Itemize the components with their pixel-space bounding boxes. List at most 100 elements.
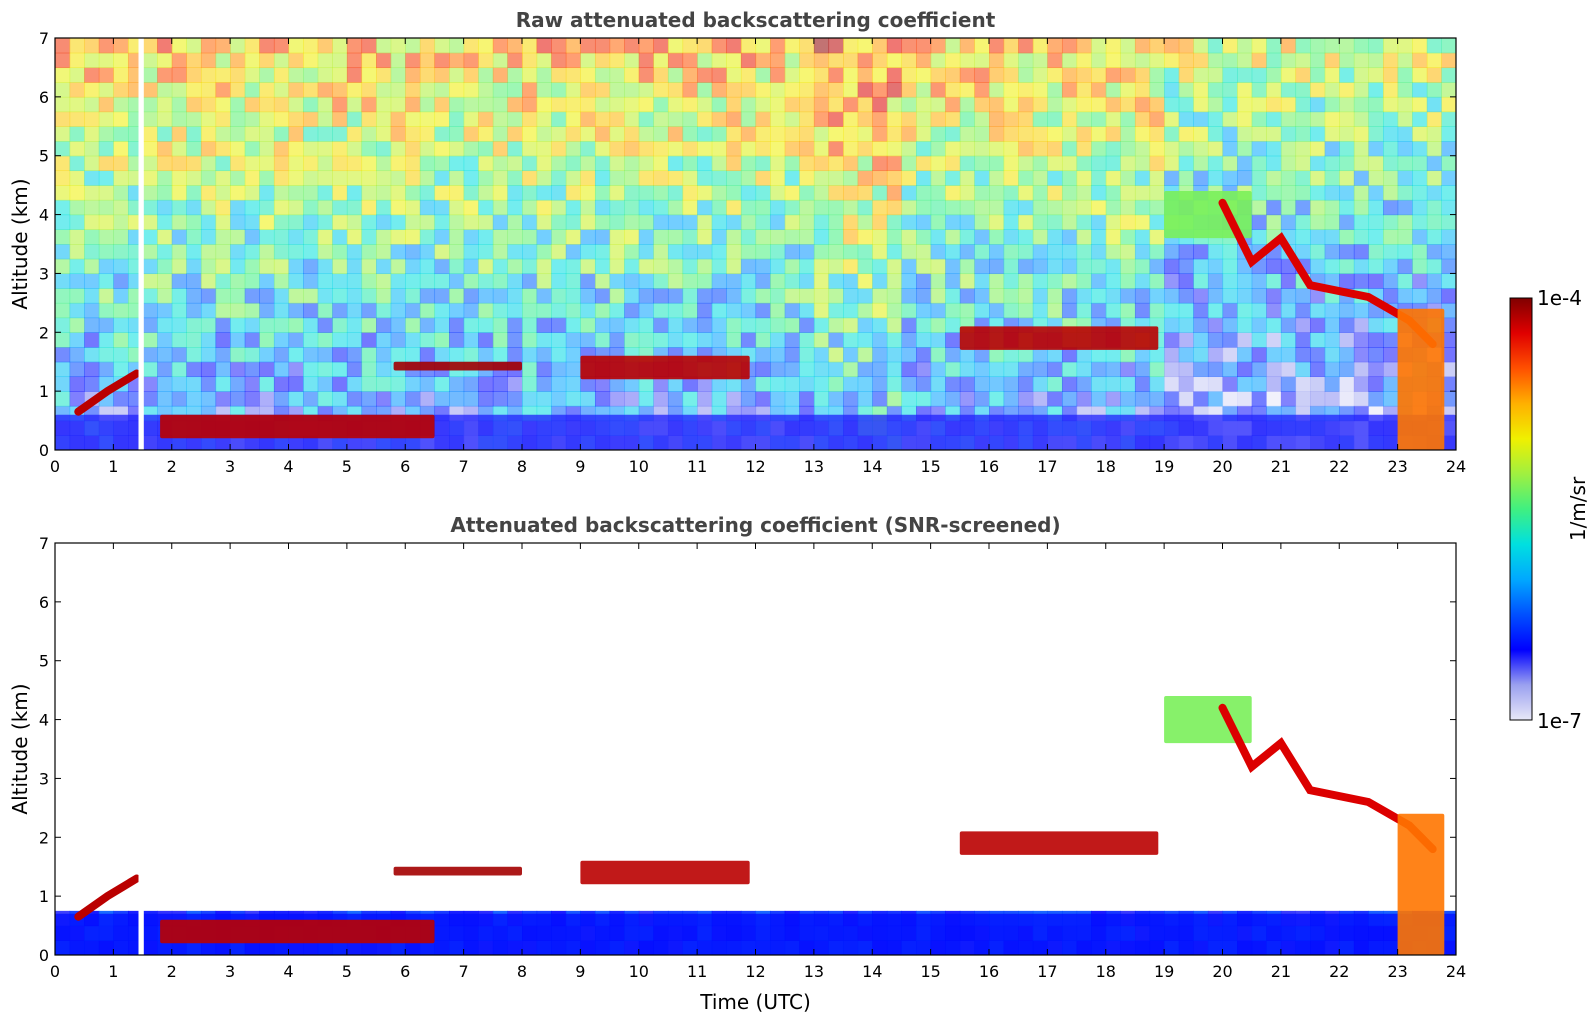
heatmap-cell [813,361,830,378]
heatmap-cell [1397,141,1413,157]
heatmap-cell [770,244,786,260]
heatmap-cell [624,38,640,54]
heatmap-cell [1383,214,1399,230]
heatmap-cell [1032,141,1048,157]
heatmap-cell [872,96,888,113]
heatmap-cell [405,126,421,142]
heatmap-cell [1383,376,1399,392]
heatmap-cell [1324,347,1340,363]
heatmap-cell [288,82,304,98]
heatmap-cell [1178,111,1194,127]
heatmap-cell [609,258,625,275]
heatmap-cell [1222,38,1238,54]
x-tick-label: 4 [283,457,293,476]
heatmap-cell [273,376,290,392]
heatmap-cell [215,67,231,83]
heatmap-cell [171,96,187,113]
heatmap-cell [84,332,100,348]
heatmap-cell [259,126,275,142]
heatmap-cell [273,96,290,113]
heatmap-cell [1339,361,1355,378]
heatmap-cell [522,317,538,333]
heatmap-cell [901,288,917,304]
heatmap-cell [244,361,260,378]
x-tick-label: 3 [225,457,235,476]
heatmap-cell [288,391,304,407]
heatmap-cell [507,317,523,333]
heatmap-cell [1237,111,1253,127]
heatmap-cell [492,288,508,304]
heatmap-cell [332,258,348,275]
heatmap-cell [1441,126,1456,142]
heatmap-cell [1193,170,1209,186]
heatmap-cell [1076,82,1092,98]
heatmap-cell [463,199,479,216]
heatmap-cell [682,111,698,127]
heatmap-cell [843,317,859,333]
heatmap-cell [376,288,392,304]
heatmap-cell [346,38,363,54]
heatmap-cell [828,332,844,348]
heatmap-cell [770,82,786,98]
heatmap-cell [1266,141,1282,157]
heatmap-cell [551,82,567,98]
heatmap-cell [244,244,260,260]
heatmap-cell [1310,155,1326,172]
heatmap-cell [200,38,217,54]
heatmap-cell [69,52,85,69]
heatmap-cell [667,391,684,407]
heatmap-cell [449,170,465,186]
heatmap-cell [784,273,800,289]
heatmap-cell [1339,199,1355,216]
heatmap-cell [1149,67,1165,83]
heatmap-cell [434,376,450,392]
heatmap-cell [755,155,771,172]
heatmap-cell [857,258,873,275]
heatmap-cell [69,38,85,54]
heatmap-cell [989,229,1005,245]
heatmap-cell [332,82,348,98]
heatmap-cell [697,155,713,172]
heatmap-cell [784,170,800,186]
heatmap-cell [755,376,771,392]
heatmap-cell [1251,273,1267,289]
heatmap-cell [624,126,640,142]
heatmap-cell [726,52,742,69]
heatmap-cell [1339,244,1355,260]
heatmap-cell [886,214,903,230]
heatmap-cell [1383,38,1399,54]
heatmap-cell [259,244,275,260]
heatmap-cell [55,199,71,216]
heatmap-cell [346,111,363,127]
heatmap-cell [390,214,406,230]
heatmap-cell [1120,273,1136,289]
heatmap-cell [1018,214,1034,230]
heatmap-cell [1149,391,1165,407]
heatmap-cell [828,244,844,260]
heatmap-cell [1207,82,1224,98]
heatmap-cell [930,288,946,304]
heatmap-cell [259,376,275,392]
heatmap-cell [667,67,684,83]
x-tick-label: 3 [225,962,235,981]
heatmap-cell [565,38,581,54]
heatmap-cell [84,214,100,230]
heatmap-cell [317,317,333,333]
heatmap-cell [1310,332,1326,348]
y-tick-label: 6 [39,593,49,612]
heatmap-cell [740,141,757,157]
heatmap-cell [638,317,654,333]
heatmap-cell [1237,332,1253,348]
heatmap-cell [157,332,173,348]
cloud-layer [580,355,750,380]
heatmap-cell [405,258,421,275]
heatmap-cell [1164,347,1180,363]
heatmap-cell [317,273,333,289]
heatmap-cell [1266,376,1282,392]
heatmap-cell [1441,258,1456,275]
heatmap-cell [317,67,333,83]
heatmap-cell [1207,96,1224,113]
heatmap-cell [959,199,975,216]
heatmap-cell [1134,288,1151,304]
heatmap-cell [594,288,611,304]
